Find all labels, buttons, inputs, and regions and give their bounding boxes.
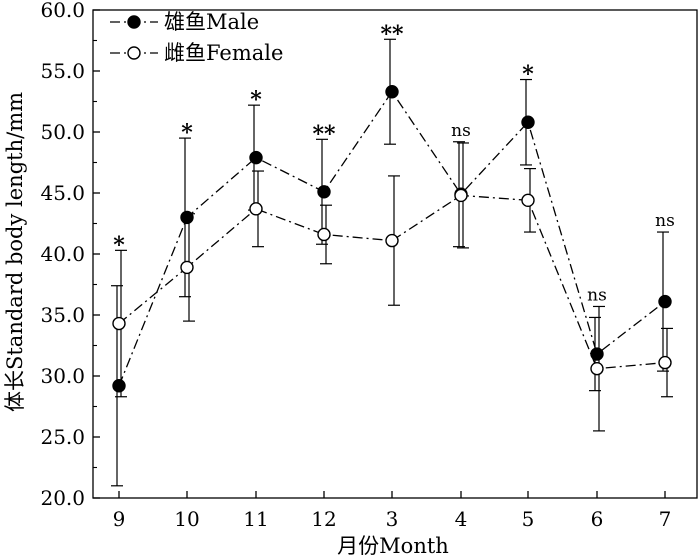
point-female — [249, 202, 263, 216]
y-tick-label: 50.0 — [40, 120, 85, 144]
significance-label: ns — [655, 211, 675, 231]
legend-marker-male — [127, 15, 141, 29]
error-bars — [111, 38, 673, 487]
x-tick-label: 12 — [311, 507, 336, 531]
y-axis-title: 体长Standard body length/mm — [3, 92, 27, 412]
y-tick-label: 25.0 — [40, 425, 85, 449]
significance-label: * — [113, 232, 125, 258]
point-female — [112, 316, 126, 331]
point-male — [521, 115, 535, 129]
point-female — [590, 361, 604, 376]
y-tick-label: 40.0 — [40, 242, 85, 266]
plot-frame — [92, 9, 698, 499]
point-female — [180, 260, 194, 275]
axes: 20.0 25.0 30.0 35.0 40.0 45.0 50.0 55.0 60.0 9 10 1… — [40, 0, 698, 531]
significance-label: ** — [380, 21, 404, 47]
point-female — [317, 227, 331, 242]
legend-label: 雌鱼Female — [164, 41, 283, 65]
y-tick-label: 20.0 — [40, 486, 85, 510]
significance-label: * — [181, 120, 193, 146]
point-female — [385, 233, 399, 248]
significance-label: ns — [587, 285, 607, 305]
x-tick-label: 11 — [243, 507, 268, 531]
point-male — [590, 347, 604, 361]
legend-label: 雄鱼Male — [164, 10, 259, 34]
y-tick-label: 45.0 — [40, 181, 85, 205]
significance-label: ** — [312, 121, 336, 147]
point-female — [454, 188, 468, 203]
x-tick-label: 4 — [455, 507, 468, 531]
series-line-female — [118, 194, 666, 370]
y-tick-label: 55.0 — [40, 59, 85, 83]
legend: 雄鱼Male 雌鱼Female — [110, 10, 283, 65]
legend-marker-female — [127, 46, 141, 60]
point-male — [385, 85, 399, 99]
significance-label: * — [250, 87, 262, 113]
x-axis-title: 月份Month — [337, 534, 449, 558]
x-tick-label: 9 — [113, 507, 126, 531]
y-tick-label: 35.0 — [40, 303, 85, 327]
x-tick-label: 5 — [522, 507, 535, 531]
data-points — [112, 85, 672, 393]
significance-label: ns — [451, 121, 471, 141]
y-tick-label: 60.0 — [40, 0, 85, 22]
point-male — [180, 210, 194, 225]
significance-label: * — [522, 62, 534, 88]
x-tick-label: 3 — [386, 507, 399, 531]
x-tick-label: 7 — [659, 507, 672, 531]
point-female — [658, 355, 672, 370]
point-male — [112, 379, 126, 393]
y-tick-label: 30.0 — [40, 364, 85, 388]
x-tick-label: 10 — [174, 507, 199, 531]
point-male — [658, 294, 672, 309]
point-male — [317, 185, 331, 199]
x-tick-label: 6 — [591, 507, 604, 531]
point-male — [249, 150, 263, 165]
point-female — [521, 193, 535, 208]
